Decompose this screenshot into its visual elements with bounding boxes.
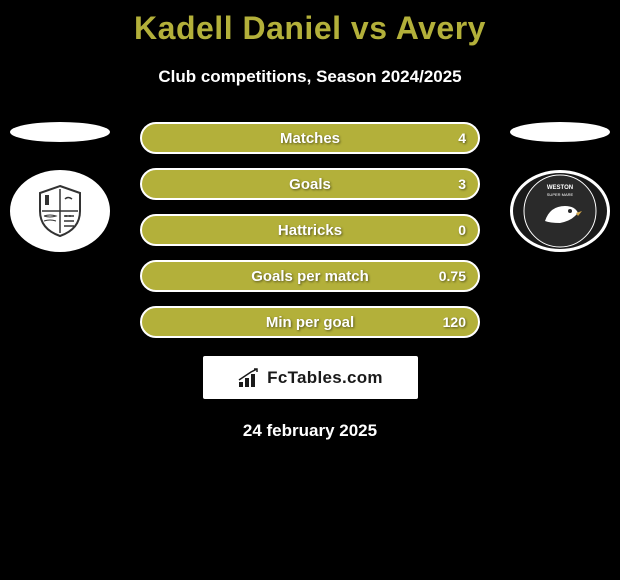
chart-icon (237, 368, 261, 388)
stats-container: WESTON SUPER MARE Matches 4 Goals 3 Hatt… (0, 122, 620, 441)
stat-value-right: 4 (458, 130, 466, 146)
stat-row-goals-per-match: Goals per match 0.75 (140, 260, 480, 292)
bird-badge-icon: WESTON SUPER MARE (520, 171, 600, 251)
stat-label: Min per goal (266, 314, 354, 331)
stat-label: Goals (289, 176, 331, 193)
stat-row-matches: Matches 4 (140, 122, 480, 154)
player-left-avatar (10, 122, 110, 252)
logo-box: FcTables.com (203, 356, 418, 399)
stat-label: Goals per match (251, 268, 369, 285)
stat-row-hattricks: Hattricks 0 (140, 214, 480, 246)
avatar-shadow-right (510, 122, 610, 142)
logo-text: FcTables.com (267, 368, 383, 388)
stat-row-min-per-goal: Min per goal 120 (140, 306, 480, 338)
player-right-avatar: WESTON SUPER MARE (510, 122, 610, 252)
svg-text:SUPER MARE: SUPER MARE (547, 192, 574, 197)
club-badge-left (10, 170, 110, 252)
shield-icon (30, 181, 90, 241)
stat-value-right: 0 (458, 222, 466, 238)
date-text: 24 february 2025 (0, 421, 620, 441)
logo-content: FcTables.com (237, 368, 383, 388)
club-badge-right: WESTON SUPER MARE (510, 170, 610, 252)
subtitle: Club competitions, Season 2024/2025 (0, 67, 620, 87)
stat-value-right: 3 (458, 176, 466, 192)
stat-row-goals: Goals 3 (140, 168, 480, 200)
stat-label: Matches (280, 130, 340, 147)
stat-value-right: 120 (443, 314, 466, 330)
stat-value-right: 0.75 (439, 268, 466, 284)
stat-bars: Matches 4 Goals 3 Hattricks 0 Goals per … (140, 122, 480, 338)
page-title: Kadell Daniel vs Avery (0, 0, 620, 47)
avatar-shadow-left (10, 122, 110, 142)
svg-text:WESTON: WESTON (547, 185, 573, 191)
stat-label: Hattricks (278, 222, 342, 239)
